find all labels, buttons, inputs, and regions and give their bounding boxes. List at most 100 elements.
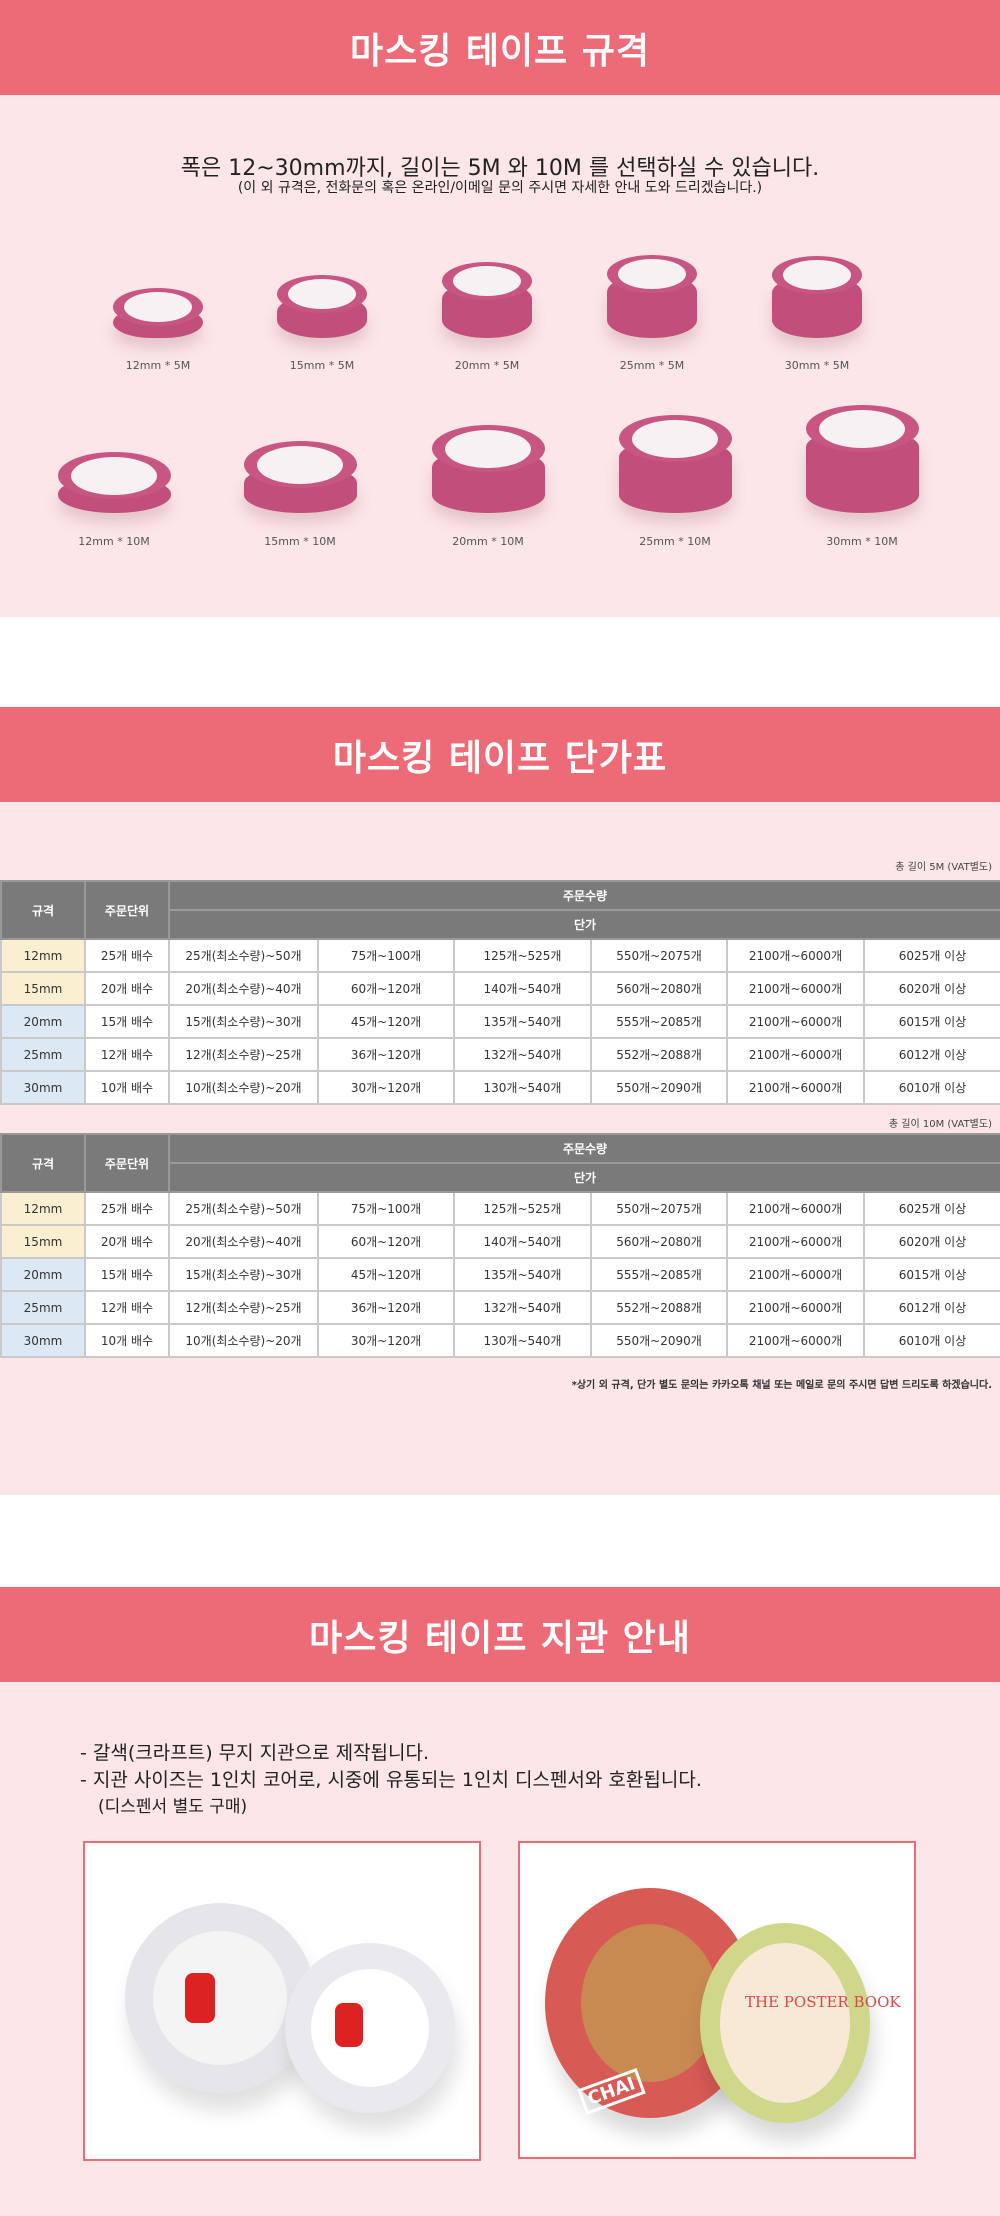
table-cell: 2100개~6000개 xyxy=(726,1070,865,1105)
tape-roll xyxy=(285,1943,455,2113)
table-row: 12mm 25개 배수 25개(최소수량)~50개 75개~100개 125개~525개… xyxy=(0,1191,1000,1226)
table-cell: 2100개~6000개 xyxy=(726,1323,865,1358)
tape-roll xyxy=(700,1923,870,2123)
table-caption-10m: 총 길이 10M (VAT별도) xyxy=(888,1119,992,1130)
table-cell: 6015개 이상 xyxy=(862,1257,1000,1292)
illustration xyxy=(185,1973,215,2023)
tape-cylinder xyxy=(805,405,919,513)
price-table-10m: 규격 주문단위 주문수량 단가 12mm 25개 배수 25개(최소수량)~50개 75개~1… xyxy=(0,1133,1000,1358)
table-cell: 140개~540개 xyxy=(453,971,592,1006)
table-cell: 75개~100개 xyxy=(317,938,455,973)
size-label: 15mm * 5M xyxy=(289,359,355,372)
table-cell: 15개(최소수량)~30개 xyxy=(168,1257,319,1292)
table-row: 15mm 20개 배수 20개(최소수량)~40개 60개~120개 140개~540개… xyxy=(0,1224,1000,1259)
table-cell: 130개~540개 xyxy=(453,1070,592,1105)
table-row: 20mm 15개 배수 15개(최소수량)~30개 45개~120개 135개~540개… xyxy=(0,1257,1000,1292)
size-label: 15mm * 10M xyxy=(264,535,336,548)
table-cell: 10개 배수 xyxy=(84,1323,170,1358)
size-label: 30mm * 10M xyxy=(826,535,898,548)
table-cell: 60개~120개 xyxy=(317,971,455,1006)
spec-section-header: 마스킹 테이프 규격 xyxy=(0,0,1000,95)
size-label: 12mm * 5M xyxy=(125,359,191,372)
tape-core xyxy=(257,445,343,484)
tape-core xyxy=(452,265,522,296)
table-cell: 135개~540개 xyxy=(453,1004,592,1039)
table-cell: 550개~2075개 xyxy=(590,938,728,973)
table-cell: 6020개 이상 xyxy=(862,1224,1000,1259)
table-cell: 60개~120개 xyxy=(317,1224,455,1259)
tape-core xyxy=(782,259,852,290)
table-cell: 12mm xyxy=(0,938,86,973)
table-cell: 15개 배수 xyxy=(84,1257,170,1292)
table-cell: 12개(최소수량)~25개 xyxy=(168,1037,319,1072)
table-cell: 2100개~6000개 xyxy=(726,1191,865,1226)
core-title: 마스킹 테이프 지관 안내 xyxy=(309,1617,691,1659)
table-cell: 555개~2085개 xyxy=(590,1257,728,1292)
tape-core xyxy=(632,419,718,458)
table-row: 12mm 25개 배수 25개(최소수량)~50개 75개~100개 125개~525개… xyxy=(0,938,1000,973)
table-row: 25mm 12개 배수 12개(최소수량)~25개 36개~120개 132개~540개… xyxy=(0,1037,1000,1072)
size-label: 25mm * 5M xyxy=(619,359,685,372)
table-row: 30mm 10개 배수 10개(최소수량)~20개 30개~120개 130개~540개… xyxy=(0,1323,1000,1358)
tape-cylinder xyxy=(442,262,532,338)
tape-core xyxy=(71,456,157,495)
table-cell: 10개(최소수량)~20개 xyxy=(168,1070,319,1105)
table-cell: 2100개~6000개 xyxy=(726,1257,865,1292)
table-cell: 550개~2090개 xyxy=(590,1070,728,1105)
price-footnote: *상기 외 규격, 단가 별도 문의는 카카오톡 채널 또는 메일로 문의 주시… xyxy=(571,1380,992,1391)
photo-kraft-core-tapes: THE POSTER BOOK CHAI xyxy=(518,1841,916,2159)
size-label: 20mm * 10M xyxy=(452,535,524,548)
tape-cylinder xyxy=(243,441,357,513)
spec-intro: 폭은 12~30mm까지, 길이는 5M 와 10M 를 선택하실 수 있습니다… xyxy=(180,156,820,181)
table-cell: 20개 배수 xyxy=(84,971,170,1006)
price-section-header: 마스킹 테이프 단가표 xyxy=(0,707,1000,802)
table-cell: 125개~525개 xyxy=(453,938,592,973)
core-note-2: - 지관 사이즈는 1인치 코어로, 시중에 유통되는 1인치 디스펜서와 호환… xyxy=(80,1769,702,1791)
tape-cylinder xyxy=(277,275,367,338)
table-row: 30mm 10개 배수 10개(최소수량)~20개 30개~120개 130개~540개… xyxy=(0,1070,1000,1105)
table-cell: 20개(최소수량)~40개 xyxy=(168,1224,319,1259)
table-cell: 6010개 이상 xyxy=(862,1323,1000,1358)
table-cell: 6020개 이상 xyxy=(862,971,1000,1006)
table-cell: 30개~120개 xyxy=(317,1070,455,1105)
table-cell: 2100개~6000개 xyxy=(726,971,865,1006)
tape-cylinder xyxy=(772,256,862,338)
table-cell: 30mm xyxy=(0,1323,86,1358)
table-cell: 30mm xyxy=(0,1070,86,1105)
table-cell: 25개(최소수량)~50개 xyxy=(168,1191,319,1226)
spec-section: 폭은 12~30mm까지, 길이는 5M 와 10M 를 선택하실 수 있습니다… xyxy=(0,95,1000,617)
table-cell: 132개~540개 xyxy=(453,1037,592,1072)
tape-cylinder xyxy=(618,415,732,513)
tape-cylinder xyxy=(113,288,203,338)
tape-cylinder xyxy=(431,425,545,513)
table-cell: 25개(최소수량)~50개 xyxy=(168,938,319,973)
table-cell: 75개~100개 xyxy=(317,1191,455,1226)
photo-white-tapes xyxy=(83,1841,481,2161)
table-cell: 10개 배수 xyxy=(84,1070,170,1105)
table-cell: 132개~540개 xyxy=(453,1290,592,1325)
core-note-3: (디스펜서 별도 구매) xyxy=(98,1797,248,1817)
table-cell: 25개 배수 xyxy=(84,1191,170,1226)
table-cell: 12mm xyxy=(0,1191,86,1226)
table-cell: 15mm xyxy=(0,1224,86,1259)
table-cell: 560개~2080개 xyxy=(590,1224,728,1259)
table-cell: 6012개 이상 xyxy=(862,1290,1000,1325)
table-cell: 20개(최소수량)~40개 xyxy=(168,971,319,1006)
table-cell: 552개~2088개 xyxy=(590,1290,728,1325)
price-title: 마스킹 테이프 단가표 xyxy=(332,737,668,779)
header-price: 단가 xyxy=(167,1162,1000,1193)
table-cell: 6010개 이상 xyxy=(862,1070,1000,1105)
spec-title: 마스킹 테이프 규격 xyxy=(349,30,651,72)
table-cell: 2100개~6000개 xyxy=(726,1224,865,1259)
table-cell: 12개 배수 xyxy=(84,1037,170,1072)
table-cell: 552개~2088개 xyxy=(590,1037,728,1072)
core-section-header: 마스킹 테이프 지관 안내 xyxy=(0,1587,1000,1682)
table-cell: 6015개 이상 xyxy=(862,1004,1000,1039)
table-row: 20mm 15개 배수 15개(최소수량)~30개 45개~120개 135개~540개… xyxy=(0,1004,1000,1039)
price-table-5m: 규격 주문단위 주문수량 단가 12mm 25개 배수 25개(최소수량)~50개 75개~1… xyxy=(0,880,1000,1105)
tape-core xyxy=(123,291,193,322)
table-cell: 6025개 이상 xyxy=(862,1191,1000,1226)
table-cell: 15개 배수 xyxy=(84,1004,170,1039)
table-cell: 20mm xyxy=(0,1004,86,1039)
tape-core xyxy=(819,409,905,448)
